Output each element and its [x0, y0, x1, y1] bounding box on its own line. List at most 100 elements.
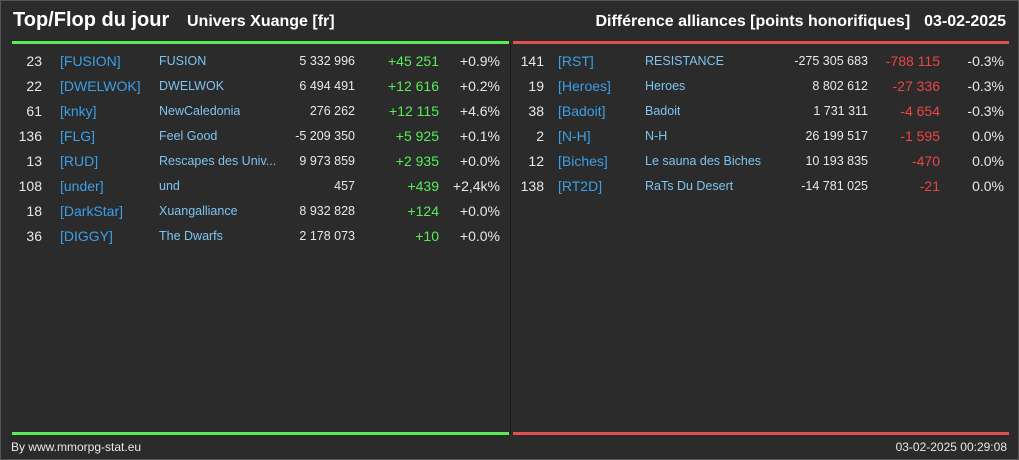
top-footer-bar — [12, 432, 509, 435]
header-right: Différence alliances [points honorifique… — [595, 13, 1006, 31]
column-divider — [510, 44, 511, 434]
alliance-points: 6 494 491 — [299, 79, 355, 93]
alliance-tag-link[interactable]: [N-H] — [558, 128, 591, 144]
alliance-points: 276 262 — [309, 104, 355, 118]
table-row: 23 [FUSION] FUSION 5 332 996 +45 251 +0.9% — [1, 49, 510, 74]
alliance-rank: 108 — [18, 178, 42, 194]
alliance-rank: 136 — [18, 128, 42, 144]
points-difference: -27 336 — [892, 78, 940, 94]
alliance-tag-link[interactable]: [FUSION] — [60, 53, 121, 69]
table-row: 108 [under] und 457 +439 +2,4k% — [1, 174, 510, 199]
alliance-name-link[interactable]: NewCaledonia — [159, 104, 241, 118]
alliance-tag-link[interactable]: [Heroes] — [558, 78, 611, 94]
alliance-points: 1 731 311 — [813, 104, 868, 118]
alliance-points: 9 973 859 — [299, 154, 355, 168]
alliance-name-link[interactable]: The Dwarfs — [159, 229, 223, 243]
alliance-name-link[interactable]: Feel Good — [159, 129, 218, 143]
alliance-rank: 22 — [26, 78, 42, 94]
alliance-tag-link[interactable]: [Badoit] — [558, 103, 606, 119]
alliance-tag-link[interactable]: [FLG] — [60, 128, 96, 144]
alliance-tag-link[interactable]: [DarkStar] — [60, 203, 124, 219]
source-link[interactable]: By www.mmorpg-stat.eu — [11, 440, 142, 454]
alliance-name-link[interactable]: Rescapes des Univ... — [159, 154, 277, 168]
percent-change: -0.3% — [967, 53, 1004, 69]
alliance-points: -5 209 350 — [295, 129, 355, 143]
alliance-points: 10 193 835 — [805, 154, 868, 168]
alliance-points: 26 199 517 — [805, 129, 868, 143]
percent-change: +0.0% — [459, 203, 500, 219]
alliance-tag-link[interactable]: [RUD] — [60, 153, 99, 169]
alliance-tag-link[interactable]: [DWELWOK] — [60, 78, 141, 94]
alliance-name-link[interactable]: Xuangalliance — [159, 204, 238, 218]
alliance-points: -275 305 683 — [794, 54, 868, 68]
table-row: 18 [DarkStar] Xuangalliance 8 932 828 +124 +0… — [1, 199, 510, 224]
percent-change: 0.0% — [972, 153, 1004, 169]
alliance-tag-link[interactable]: [DIGGY] — [60, 228, 113, 244]
table-row: 141 [RST] RESISTANCE -275 305 683 -788 115 -0… — [511, 49, 1019, 74]
flop-header-bar — [513, 41, 1009, 44]
alliance-name-link[interactable]: RESISTANCE — [645, 54, 724, 68]
table-row: 36 [DIGGY] The Dwarfs 2 178 073 +10 +0.0% — [1, 224, 510, 249]
alliance-tag-link[interactable]: [Biches] — [558, 153, 608, 169]
alliance-name-link[interactable]: Le sauna des Biches — [645, 154, 762, 168]
points-difference: +45 251 — [388, 53, 439, 69]
points-difference: +124 — [407, 203, 439, 219]
percent-change: +2,4k% — [452, 178, 500, 194]
points-difference: -788 115 — [885, 53, 940, 69]
alliance-rank: 38 — [528, 103, 544, 119]
alliance-points: 8 802 612 — [812, 79, 868, 93]
alliance-rank: 2 — [536, 128, 544, 144]
alliance-rank: 61 — [26, 103, 42, 119]
alliance-tag-link[interactable]: [knky] — [60, 103, 97, 119]
points-difference: +10 — [415, 228, 439, 244]
points-difference: -1 595 — [900, 128, 940, 144]
percent-change: +0.2% — [459, 78, 500, 94]
points-difference: +12 115 — [389, 103, 439, 119]
alliance-name-link[interactable]: Heroes — [645, 79, 686, 93]
percent-change: +0.9% — [459, 53, 500, 69]
points-difference: -470 — [911, 153, 940, 169]
alliance-points: 2 178 073 — [299, 229, 355, 243]
page-title: Top/Flop du jour — [13, 9, 170, 31]
alliance-tag-link[interactable]: [RT2D] — [558, 178, 603, 194]
percent-change: +0.0% — [459, 228, 500, 244]
table-row: 13 [RUD] Rescapes des Univ... 9 973 859 +2 9… — [1, 149, 510, 174]
alliance-rank: 36 — [26, 228, 42, 244]
alliance-points: 457 — [334, 179, 355, 193]
alliance-rank: 23 — [26, 53, 42, 69]
alliance-name-link[interactable]: Badoit — [645, 104, 681, 118]
table-row: 19 [Heroes] Heroes 8 802 612 -27 336 -0.3% — [511, 74, 1019, 99]
flop-table: 141 [RST] RESISTANCE -275 305 683 -788 115 -0… — [511, 49, 1019, 199]
alliance-name-link[interactable]: N-H — [645, 129, 668, 143]
universe-label: Univers Xuange [fr] — [187, 13, 335, 30]
percent-change: +4.6% — [459, 103, 500, 119]
points-difference: +5 925 — [395, 128, 439, 144]
alliance-tag-link[interactable]: [under] — [60, 178, 104, 194]
alliance-tag-link[interactable]: [RST] — [558, 53, 594, 69]
top-table: 23 [FUSION] FUSION 5 332 996 +45 251 +0.9% 22 [… — [1, 49, 510, 249]
table-row: 61 [knky] NewCaledonia 276 262 +12 115 +4.6% — [1, 99, 510, 124]
alliance-name-link[interactable]: und — [159, 179, 180, 193]
metric-label: Différence alliances [points honorifique… — [595, 13, 911, 30]
points-difference: -4 654 — [900, 103, 940, 119]
table-row: 22 [DWELWOK] DWELWOK 6 494 491 +12 616 +0.2% — [1, 74, 510, 99]
alliance-rank: 19 — [528, 78, 544, 94]
table-row: 12 [Biches] Le sauna des Biches 10 193 835 -… — [511, 149, 1019, 174]
top-header-bar — [12, 41, 509, 44]
generated-timestamp: 03-02-2025 00:29:08 — [895, 440, 1007, 454]
percent-change: +0.1% — [459, 128, 500, 144]
alliance-points: -14 781 025 — [801, 179, 868, 193]
alliance-name-link[interactable]: FUSION — [159, 54, 207, 68]
alliance-rank: 18 — [26, 203, 42, 219]
alliance-name-link[interactable]: RaTs Du Desert — [645, 179, 734, 193]
points-difference: -21 — [919, 178, 940, 194]
percent-change: 0.0% — [972, 178, 1004, 194]
points-difference: +2 935 — [395, 153, 439, 169]
alliance-name-link[interactable]: DWELWOK — [159, 79, 225, 93]
points-difference: +439 — [407, 178, 439, 194]
table-row: 2 [N-H] N-H 26 199 517 -1 595 0.0% — [511, 124, 1019, 149]
points-difference: +12 616 — [388, 78, 439, 94]
flop-footer-bar — [513, 432, 1009, 435]
alliance-rank: 13 — [26, 153, 42, 169]
